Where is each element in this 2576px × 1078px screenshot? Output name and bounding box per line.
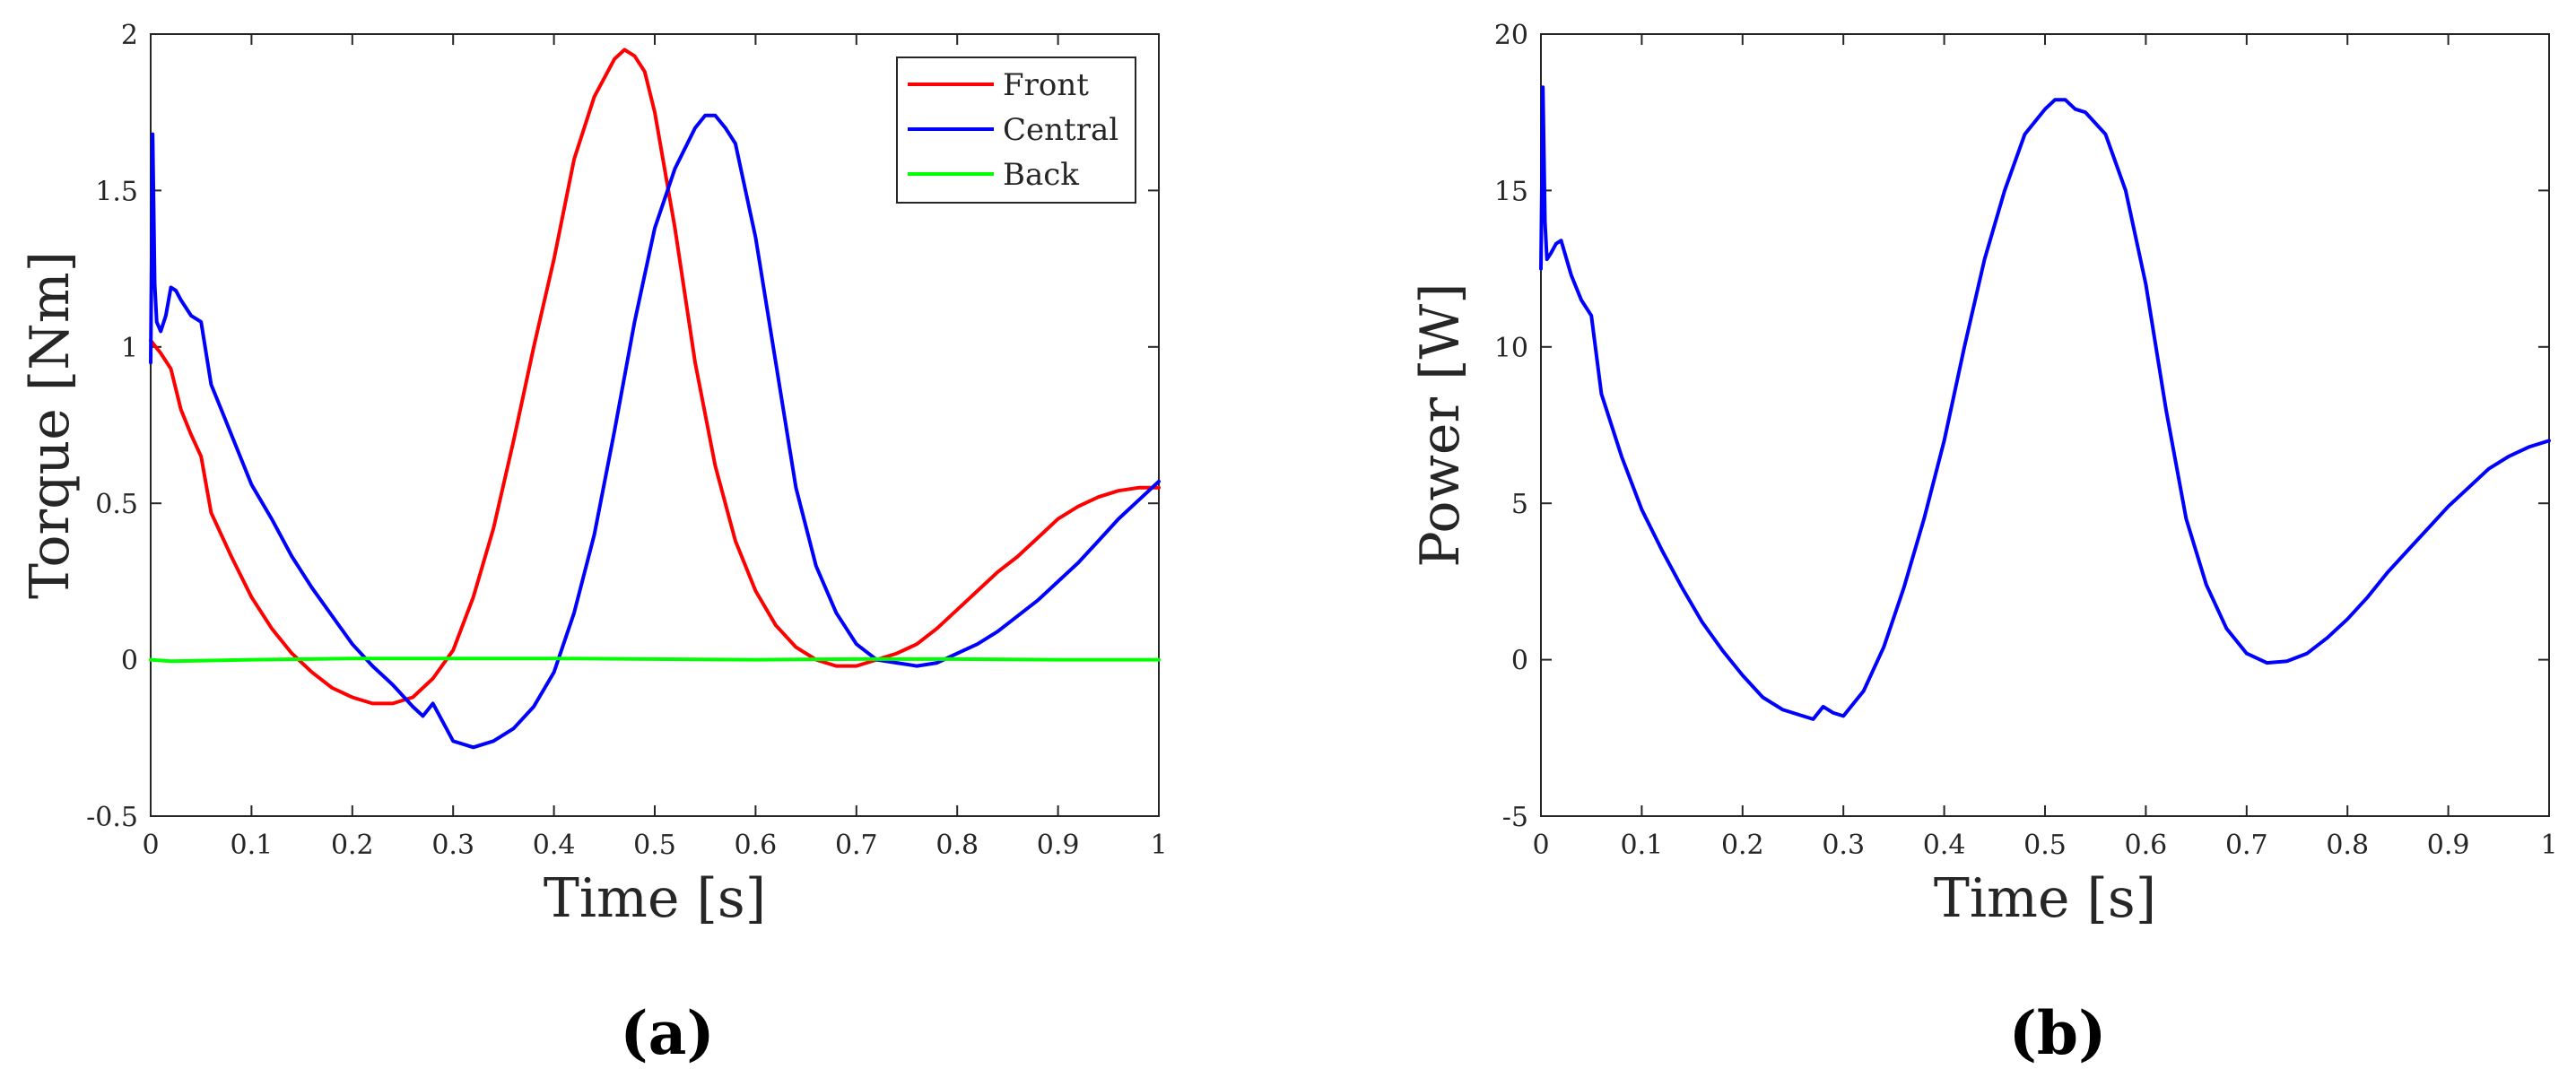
torque-y-tick-label: 0.5 <box>95 489 138 520</box>
torque-x-tick-label: 1 <box>1150 830 1167 861</box>
power-y-tick-label: 0 <box>1511 646 1528 677</box>
torque-x-tick-label: 0 <box>142 830 159 861</box>
power-x-tick-label: 0.1 <box>1621 830 1664 861</box>
torque-series-central-line <box>149 113 1161 750</box>
power-x-tick-label: 0.5 <box>2023 830 2067 861</box>
torque-x-tick-label: 0.9 <box>1037 830 1080 861</box>
torque-axes: 0 0.1 0.2 0.3 0.4 0.5 0.6 0.7 0.8 0.9 1-0.500.511.… <box>19 20 1168 930</box>
power-plot-frame <box>1540 33 2550 817</box>
legend-label-back: Back <box>1003 157 1079 193</box>
legend-label-front: Front <box>1003 67 1089 103</box>
torque-y-tick-label: 1.5 <box>95 176 138 207</box>
power-axes: 0 0.1 0.2 0.3 0.4 0.5 0.6 0.7 0.8 0.9 1-505101520T… <box>1409 20 2558 930</box>
power-y-tick-label: 10 <box>1494 333 1528 364</box>
torque-x-axis-title: Time [s] <box>544 867 766 930</box>
power-x-tick-label: 0 <box>1532 830 1549 861</box>
torque-x-tick-label: 0.4 <box>533 830 576 861</box>
panel-label-a: (a) <box>620 998 714 1068</box>
power-chart: 0 0.1 0.2 0.3 0.4 0.5 0.6 0.7 0.8 0.9 1-505101520T… <box>1409 20 2558 1068</box>
legend-label-central: Central <box>1003 112 1118 148</box>
power-y-axis-title: Power [W] <box>1409 283 1472 567</box>
torque-x-tick-label: 0.7 <box>835 830 878 861</box>
torque-y-axis-title: Torque [Nm] <box>19 251 82 599</box>
torque-y-tick-label: 1 <box>121 333 138 364</box>
power-x-axis-title: Time [s] <box>1934 867 2156 930</box>
power-x-tick-label: 0.3 <box>1822 830 1865 861</box>
power-x-tick-label: 0.9 <box>2427 830 2470 861</box>
torque-x-tick-label: 0.3 <box>431 830 474 861</box>
torque-x-tick-label: 0.1 <box>231 830 274 861</box>
power-x-tick-label: 0.2 <box>1721 830 1764 861</box>
power-x-tick-label: 0.8 <box>2326 830 2369 861</box>
torque-legend: Front Central Back <box>896 57 1136 204</box>
torque-series-front-line <box>149 48 1161 706</box>
torque-y-tick-label: 0 <box>121 646 138 677</box>
power-series-lines <box>1539 85 2551 721</box>
power-series-power-line <box>1539 85 2551 721</box>
torque-x-tick-label: 0.8 <box>936 830 979 861</box>
torque-y-tick-label: 2 <box>121 20 138 51</box>
torque-x-tick-label: 0.5 <box>633 830 676 861</box>
power-y-tick-label: 20 <box>1494 20 1528 51</box>
torque-x-tick-label: 0.6 <box>735 830 778 861</box>
power-x-tick-label: 1 <box>2540 830 2557 861</box>
panel-label-b: (b) <box>2009 998 2107 1068</box>
torque-chart: 0 0.1 0.2 0.3 0.4 0.5 0.6 0.7 0.8 0.9 1-0.500.511.… <box>19 20 1168 1068</box>
power-y-tick-label: 15 <box>1494 176 1528 207</box>
torque-x-tick-label: 0.2 <box>331 830 374 861</box>
torque-series-back-line <box>149 656 1161 664</box>
power-x-tick-label: 0.7 <box>2225 830 2268 861</box>
torque-y-tick-label: -0.5 <box>86 802 138 833</box>
torque-series-lines <box>149 48 1161 750</box>
power-x-tick-label: 0.6 <box>2125 830 2168 861</box>
power-y-tick-label: 5 <box>1511 489 1528 520</box>
power-x-tick-label: 0.4 <box>1923 830 1966 861</box>
power-y-tick-label: -5 <box>1502 802 1528 833</box>
